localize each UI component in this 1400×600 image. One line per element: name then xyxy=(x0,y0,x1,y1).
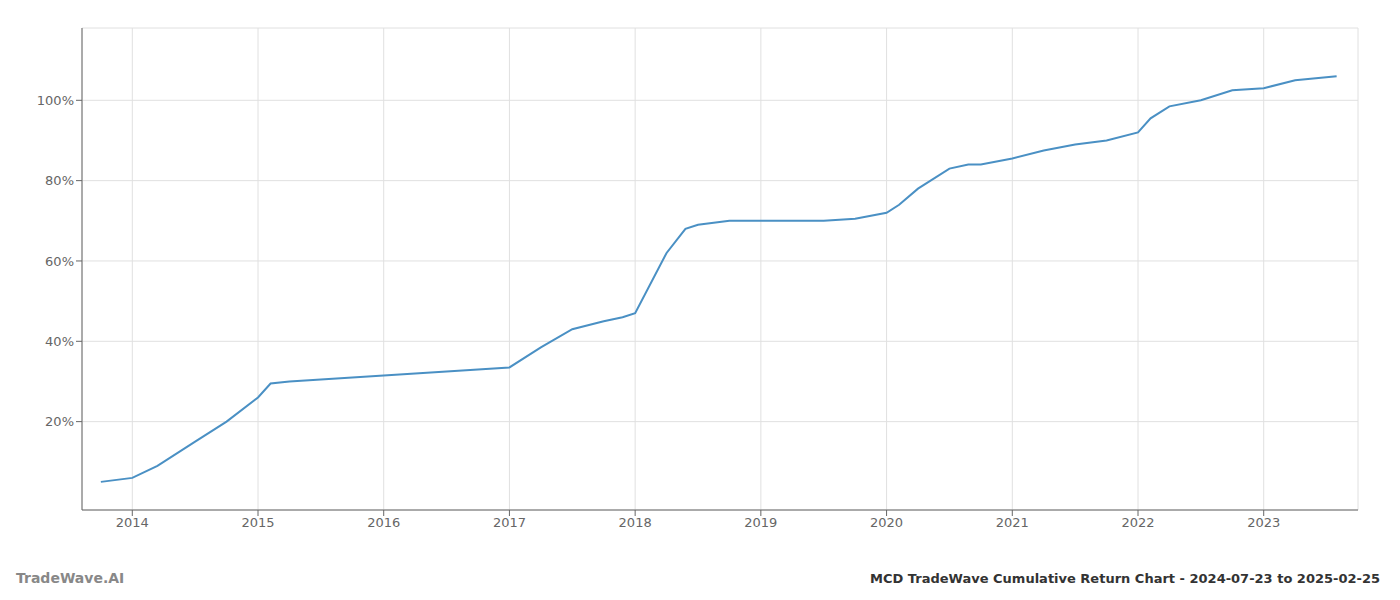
svg-text:2015: 2015 xyxy=(241,515,274,530)
svg-text:2021: 2021 xyxy=(996,515,1029,530)
svg-text:2016: 2016 xyxy=(367,515,400,530)
svg-text:60%: 60% xyxy=(45,254,74,269)
html-text:MCD TradeWave Cumulative Retur: MCD TradeWave Cumulative Return Chart - … xyxy=(870,571,1380,586)
svg-text:20%: 20% xyxy=(45,414,74,429)
svg-text:100%: 100% xyxy=(37,93,74,108)
svg-text:2019: 2019 xyxy=(744,515,777,530)
svg-text:80%: 80% xyxy=(45,173,74,188)
svg-text:40%: 40% xyxy=(45,334,74,349)
svg-text:2023: 2023 xyxy=(1247,515,1280,530)
svg-text:2014: 2014 xyxy=(116,515,149,530)
svg-text:2018: 2018 xyxy=(619,515,652,530)
svg-text:2020: 2020 xyxy=(870,515,903,530)
svg-text:2022: 2022 xyxy=(1121,515,1154,530)
html-text:TradeWave.AI: TradeWave.AI xyxy=(16,570,125,586)
svg-text:2017: 2017 xyxy=(493,515,526,530)
